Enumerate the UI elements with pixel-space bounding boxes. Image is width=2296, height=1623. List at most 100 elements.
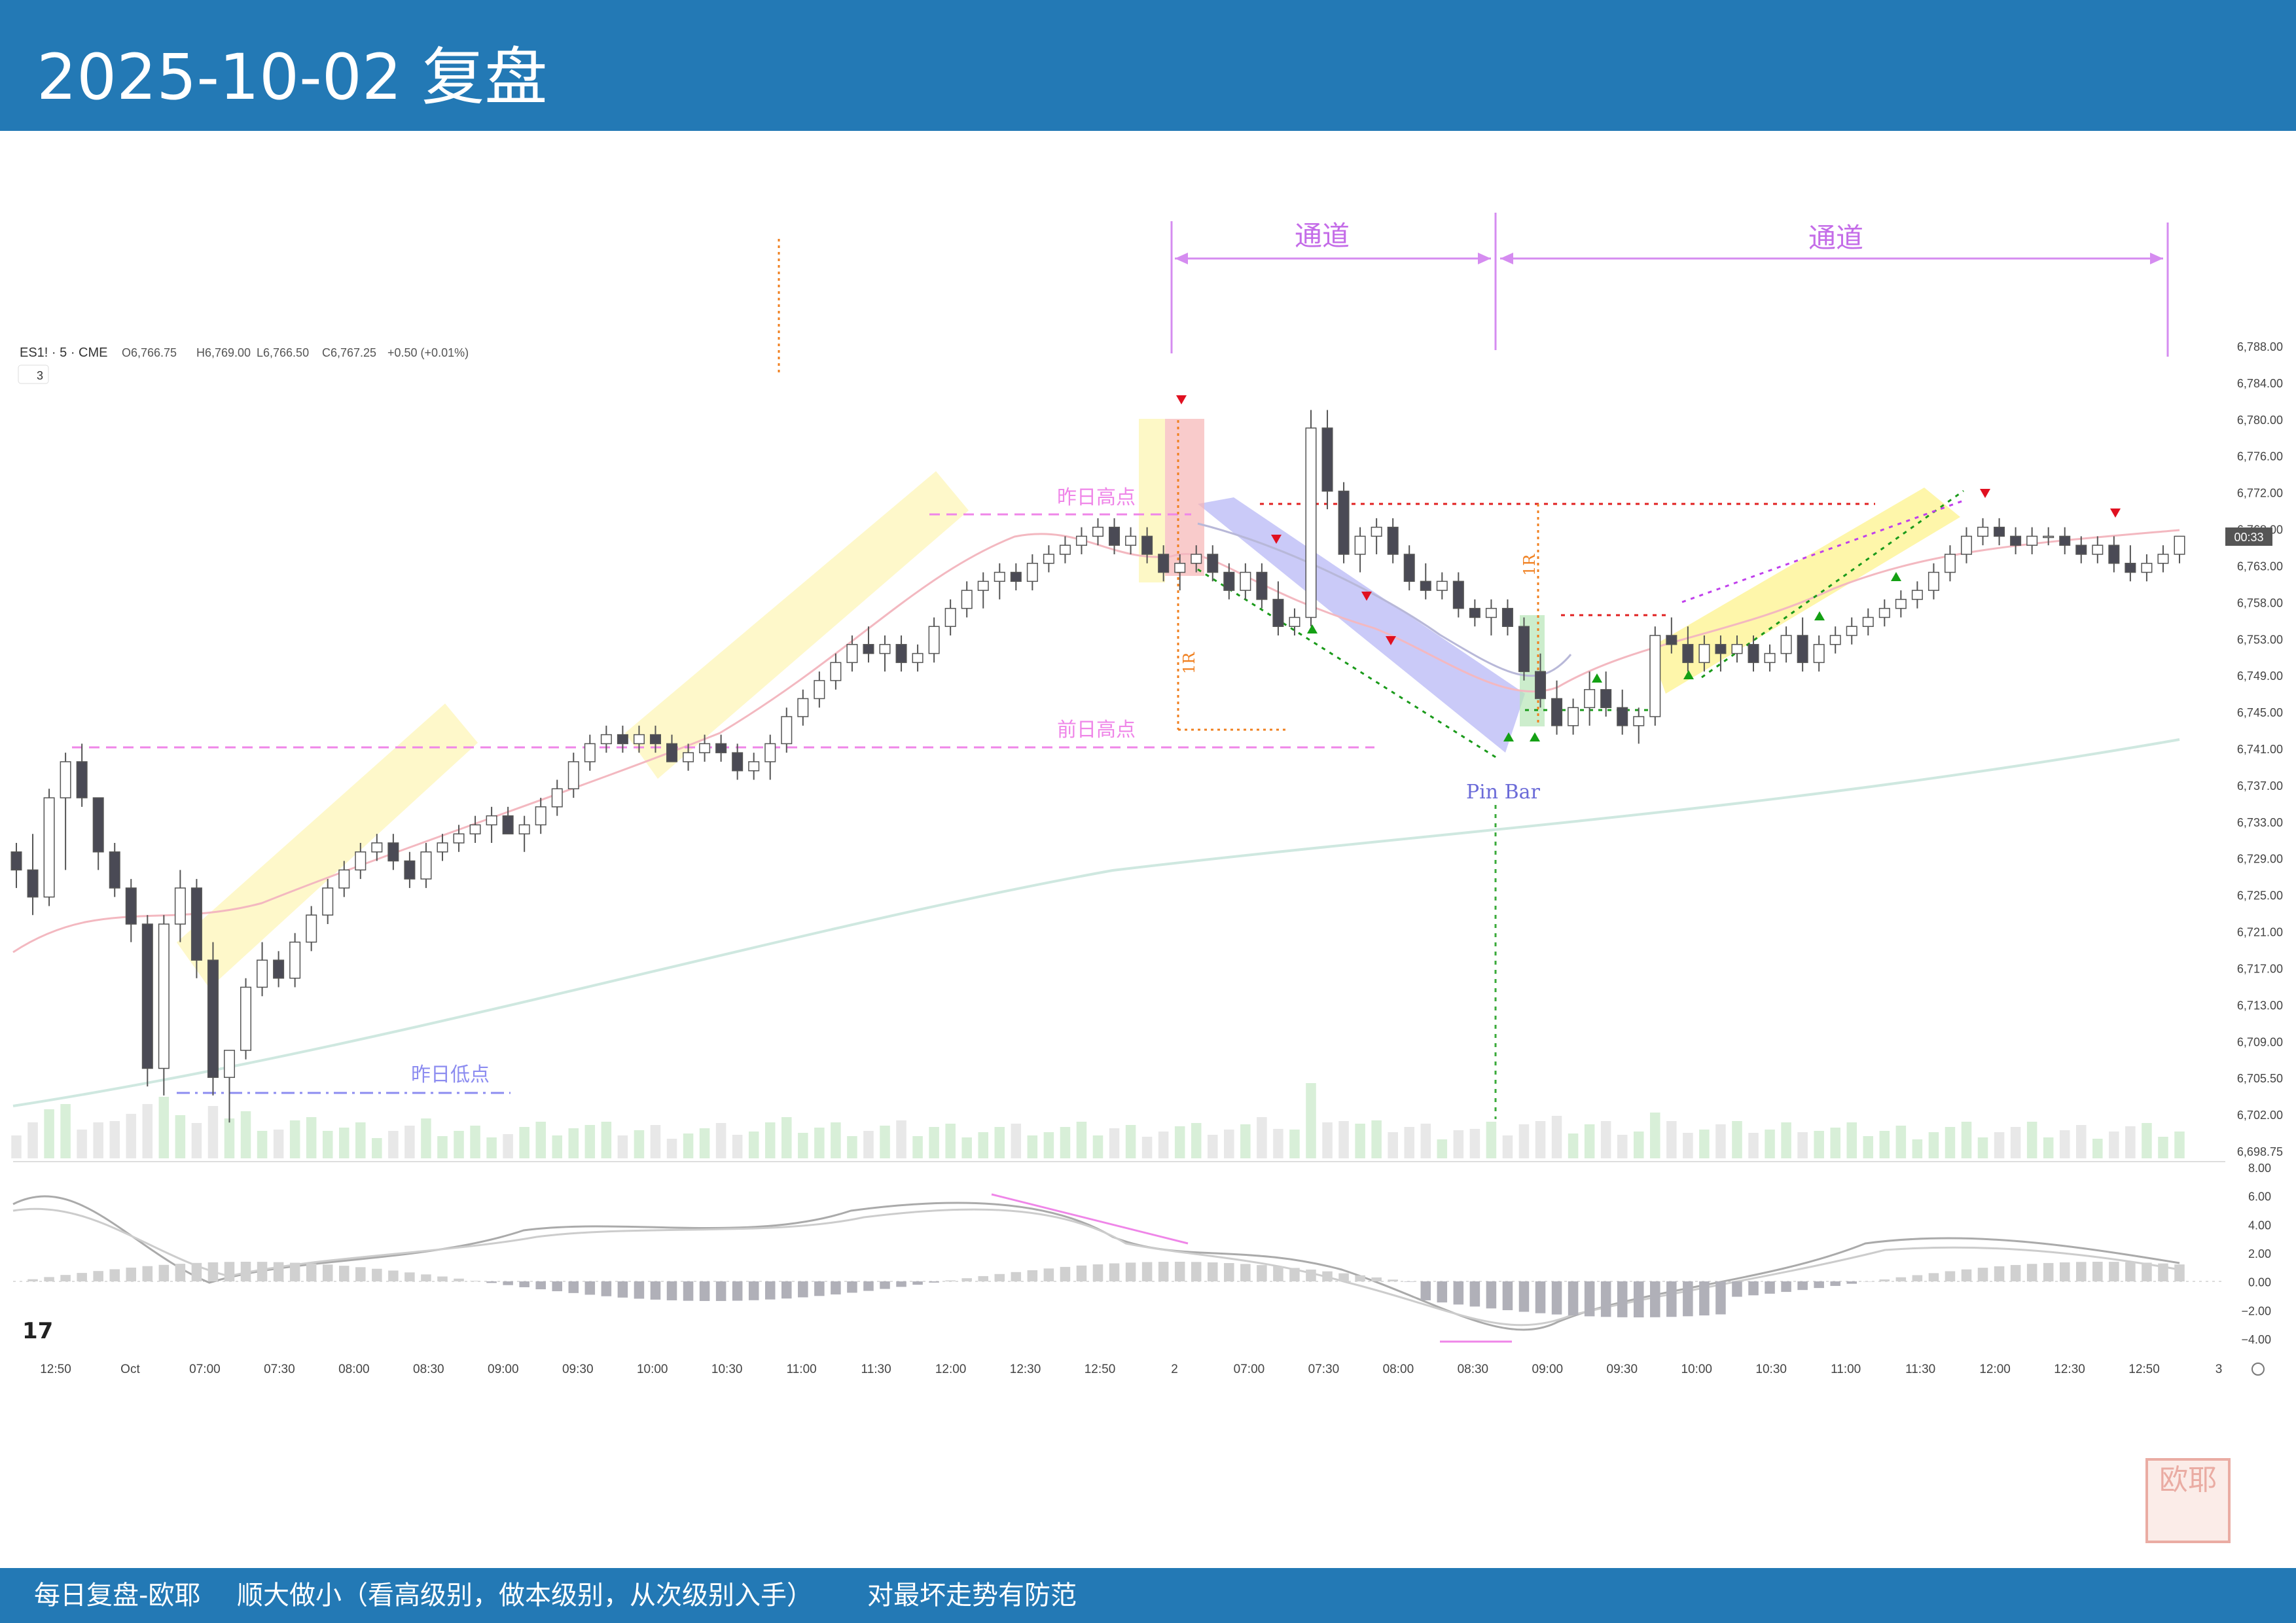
footer-left-text: 每日复盘-欧耶 [34, 1580, 201, 1611]
candle-body [961, 590, 973, 609]
candle-body [600, 734, 612, 745]
macd-histogram-bar [863, 1281, 874, 1291]
candle [223, 1050, 236, 1123]
candle-body [1960, 535, 1973, 555]
volume-bar [44, 1109, 54, 1158]
candle [666, 734, 678, 762]
candle [1371, 518, 1382, 554]
macd-histogram-bar [1584, 1281, 1595, 1317]
candle-body [10, 851, 22, 871]
volume-bar [486, 1137, 497, 1158]
volume-bar [732, 1135, 743, 1158]
candle [1403, 545, 1415, 591]
volume-bar [1011, 1124, 1022, 1158]
macd-histogram-bar [2174, 1264, 2185, 1281]
candle [2043, 527, 2054, 546]
volume-bar [175, 1115, 186, 1158]
macd-histogram-bar [1437, 1281, 1448, 1303]
candle [2125, 545, 2136, 582]
candle [1485, 599, 1497, 636]
time-axis: 12:50 Oct 07:00 07:30 08:00 08:30 09:00 09:30 10… [40, 1363, 2222, 1376]
interval-badge[interactable]: 3 [37, 369, 43, 382]
candle-body [2174, 535, 2185, 555]
candle [764, 734, 776, 780]
candle-body [567, 761, 579, 790]
volume-bar [2076, 1125, 2087, 1158]
macd-histogram-bar [2076, 1262, 2087, 1281]
candle [2174, 535, 2185, 563]
settings-icon[interactable] [2251, 1363, 2265, 1376]
candle [1075, 527, 1087, 554]
candle [1436, 572, 1448, 599]
volume-bar [1322, 1122, 1333, 1158]
macd-histogram-bar [1191, 1262, 1202, 1281]
macd-histogram-bar [798, 1281, 808, 1298]
candle [1797, 617, 1808, 672]
top-reversal-zone [1165, 419, 1204, 576]
volume-bar [1765, 1130, 1775, 1158]
volume-bar [60, 1104, 71, 1158]
macd-histogram-bar [437, 1276, 448, 1281]
volume-bars [11, 1083, 2185, 1158]
volume-bar [1977, 1137, 1988, 1158]
candle-body [371, 842, 383, 853]
current-price-badge: 00:33 [2234, 531, 2263, 544]
macd-histogram-bar [1961, 1269, 1972, 1281]
uptrend-zone-1 [177, 704, 478, 988]
volume-bar [322, 1131, 333, 1158]
macd-panel [12, 1193, 2225, 1343]
volume-bar [978, 1132, 988, 1158]
candle-body [1158, 554, 1170, 573]
volume-bar [1518, 1124, 1530, 1158]
macd-histogram-bar [1338, 1273, 1349, 1281]
candle-body [338, 869, 350, 889]
candle-body [1125, 535, 1137, 546]
buy-signal-marker [1814, 611, 1825, 620]
candle [994, 563, 1005, 599]
channel-markers: 通道 通道 [1170, 213, 2169, 357]
volume-bar [798, 1133, 808, 1158]
interval-badge-box[interactable] [18, 365, 49, 384]
candle [240, 978, 252, 1060]
macd-histogram-bar [1502, 1281, 1513, 1311]
candle-body [1846, 626, 1857, 636]
candle-body [1666, 635, 1677, 645]
volume-bar [1683, 1133, 1693, 1158]
candle [2059, 527, 2071, 554]
time-tick-label: 11:30 [861, 1363, 891, 1376]
price-tick-label: 6,709.00 [2237, 1035, 2283, 1048]
candle [125, 879, 137, 942]
macd-histogram-bar [2043, 1262, 2054, 1281]
volume-bar [2059, 1130, 2070, 1158]
macd-histogram-bar [1699, 1281, 1710, 1316]
candle [1141, 527, 1153, 563]
prior-high-label: 前日高点 [1057, 719, 1136, 741]
macd-histogram-bar [1715, 1281, 1726, 1315]
macd-histogram-bar [1404, 1281, 1414, 1282]
candle-body [469, 824, 481, 834]
macd-histogram-bar [454, 1278, 464, 1281]
buy-signal-marker [1530, 732, 1540, 741]
volume-bar [1437, 1139, 1448, 1158]
macd-histogram-bar [929, 1281, 939, 1283]
candle [1666, 617, 1677, 654]
close-value: C6,767.25 [322, 346, 376, 359]
macd-histogram-bar [306, 1263, 317, 1281]
volume-bar [1846, 1122, 1857, 1158]
candle [863, 626, 874, 663]
candle-body [617, 734, 628, 745]
volume-bar [1994, 1132, 2005, 1158]
risk-label-1: 1R [1180, 652, 1198, 674]
macd-histogram-bar [831, 1281, 841, 1294]
macd-histogram-bar [1306, 1269, 1316, 1281]
macd-histogram-bar [1666, 1281, 1677, 1317]
change-value: +0.50 (+0.01%) [387, 346, 469, 359]
macd-histogram-bar [847, 1281, 857, 1293]
volume-bar [1928, 1132, 1939, 1158]
candle-body [1420, 580, 1431, 591]
macd-histogram-bar [322, 1264, 333, 1281]
macd-histogram-bar [207, 1262, 219, 1281]
time-tick-label: 11:00 [787, 1363, 817, 1376]
tradingview-logo: 17 [22, 1318, 53, 1344]
macd-histogram-bar [289, 1262, 300, 1281]
